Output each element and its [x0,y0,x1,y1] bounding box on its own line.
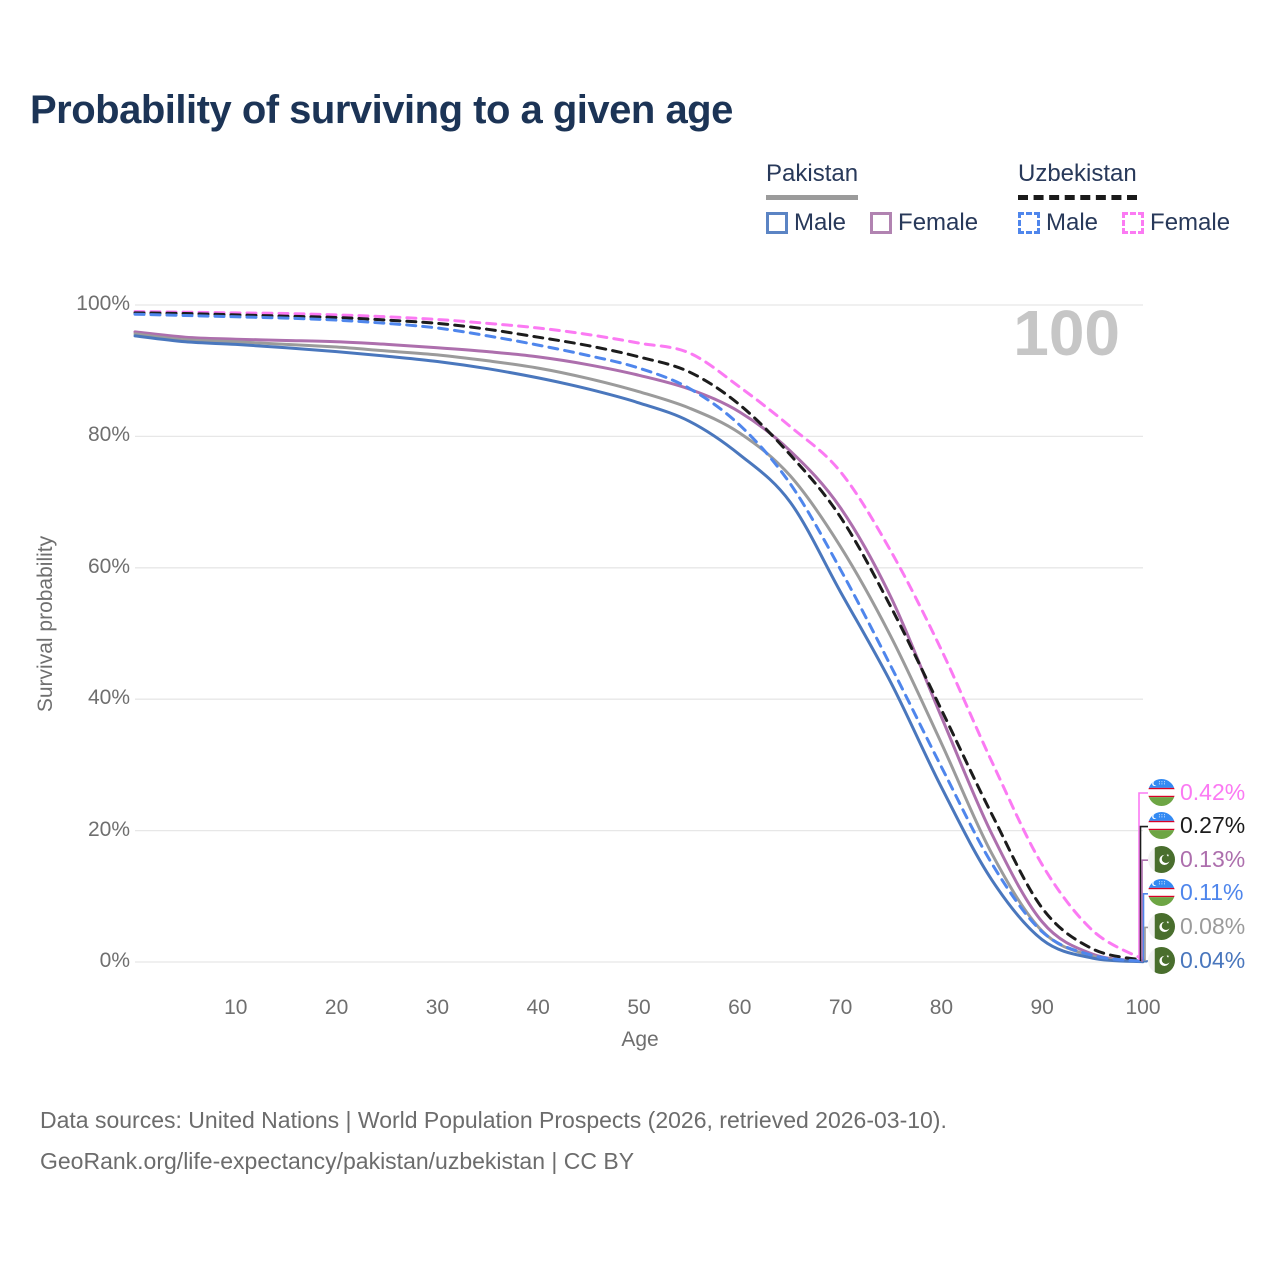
end-label-connectors [1138,792,1148,963]
pakistan-flag-icon [1148,846,1175,873]
end-label-value: 0.08% [1180,912,1246,939]
end-label-pakistan-male: 0.04% [1148,946,1246,974]
uzbekistan-flag-icon [1148,812,1175,839]
y-tick-label: 40% [87,686,130,710]
pakistan-flag-icon [1148,913,1175,940]
legend-item-uzbekistan-female: Female [1122,209,1230,237]
x-tick-label: 70 [828,996,853,1019]
x-tick-label: 20 [324,996,349,1019]
x-tick-label: 10 [224,996,248,1019]
attribution-note: GeoRank.org/life-expectancy/pakistan/uzb… [40,1148,635,1174]
uzbekistan-flag-icon [1148,779,1175,806]
legend-group-pakistan: Pakistan Male Female [766,160,978,237]
legend-item-pakistan-male: Male [766,209,846,237]
uzbekistan-male-swatch-icon [1018,212,1040,234]
end-label-uzbekistan-female: 0.42% [1148,778,1246,806]
uzbekistan-female-swatch-icon [1122,212,1145,234]
end-label-value: 0.04% [1180,946,1246,973]
pakistan-flag-icon [1148,947,1175,974]
uzbekistan-flag-icon [1148,879,1175,906]
end-label-pakistan-female: 0.13% [1148,845,1246,873]
legend-label: Male [794,209,847,236]
end-label-value: 0.11% [1180,879,1244,906]
page-title: Probability of surviving to a given age [30,88,733,132]
end-label-uzbekistan-male: 0.11% [1148,879,1244,906]
pakistan-male-swatch-icon [766,212,788,234]
x-axis-title: Age [621,1028,659,1051]
legend-label: Female [1150,209,1231,236]
x-tick-label: 50 [627,996,651,1019]
legend-label: Female [898,209,979,236]
data-sources-note: Data sources: United Nations | World Pop… [40,1107,947,1133]
end-label-value: 0.27% [1180,812,1246,839]
y-tick-label: 80% [87,423,130,447]
series-line-pakistan-male [133,334,1145,964]
legend-group-uzbekistan: Uzbekistan Male Female [1018,160,1230,237]
series-lines [133,310,1145,964]
x-tick-label: 60 [728,996,752,1019]
legend-title-pakistan: Pakistan [766,160,859,200]
end-label-value: 0.13% [1180,845,1246,872]
end-label-pakistan: 0.08% [1148,912,1246,940]
y-tick-label: 0% [99,949,130,972]
y-tick-label: 100% [76,292,130,315]
x-tick-label: 100 [1125,996,1161,1019]
gridlines [135,304,1143,963]
hover-age-watermark: 100 [1013,297,1120,369]
legend-label: Male [1046,209,1099,236]
y-tick-label: 20% [87,817,130,841]
series-line-pakistan-female [133,330,1145,963]
legend-item-pakistan-female: Female [870,209,978,237]
y-tick-label: 60% [87,554,130,578]
series-line-uzbekistan-female [133,310,1145,961]
pakistan-female-swatch-icon [870,212,893,234]
x-tick-label: 30 [425,996,450,1019]
end-label-uzbekistan: 0.27% [1148,812,1245,839]
series-line-uzbekistan-male [133,312,1145,963]
end-label-value: 0.42% [1180,778,1246,805]
series-line-pakistan [133,332,1145,963]
x-tick-label: 90 [1030,996,1054,1019]
legend-item-uzbekistan-male: Male [1018,209,1098,237]
x-tick-label: 40 [526,996,550,1019]
legend-title-uzbekistan: Uzbekistan [1018,160,1137,200]
x-tick-label: 80 [929,996,954,1019]
series-line-uzbekistan [133,311,1145,962]
